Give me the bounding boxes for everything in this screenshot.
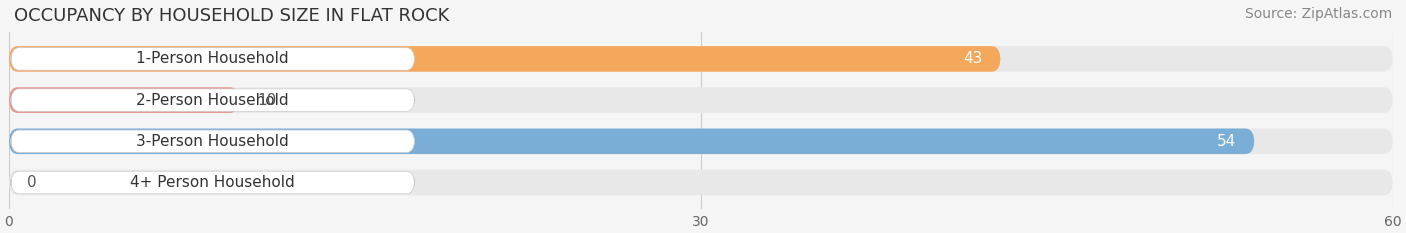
FancyBboxPatch shape (8, 129, 1393, 154)
FancyBboxPatch shape (8, 87, 1393, 113)
Text: 2-Person Household: 2-Person Household (136, 93, 290, 108)
FancyBboxPatch shape (11, 130, 415, 153)
Text: 1-Person Household: 1-Person Household (136, 51, 290, 66)
FancyBboxPatch shape (8, 129, 1254, 154)
Text: 3-Person Household: 3-Person Household (136, 134, 290, 149)
FancyBboxPatch shape (8, 87, 239, 113)
FancyBboxPatch shape (11, 89, 415, 111)
Text: 54: 54 (1216, 134, 1236, 149)
FancyBboxPatch shape (8, 170, 1393, 195)
FancyBboxPatch shape (8, 46, 1393, 72)
FancyBboxPatch shape (11, 171, 415, 194)
FancyBboxPatch shape (8, 46, 1001, 72)
FancyBboxPatch shape (11, 48, 415, 70)
Text: OCCUPANCY BY HOUSEHOLD SIZE IN FLAT ROCK: OCCUPANCY BY HOUSEHOLD SIZE IN FLAT ROCK (14, 7, 450, 25)
Text: 10: 10 (257, 93, 277, 108)
Text: Source: ZipAtlas.com: Source: ZipAtlas.com (1244, 7, 1392, 21)
Text: 0: 0 (27, 175, 37, 190)
Text: 43: 43 (963, 51, 983, 66)
Text: 4+ Person Household: 4+ Person Household (131, 175, 295, 190)
